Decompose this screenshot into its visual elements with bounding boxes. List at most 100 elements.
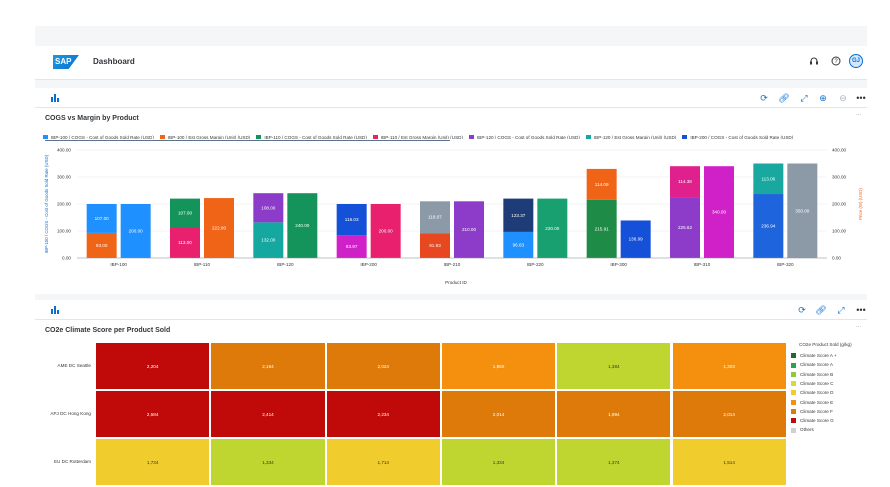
bar: [787, 163, 818, 258]
heatmap-cell[interactable]: 2,014: [671, 390, 787, 438]
zoom-in-icon[interactable]: ⊕: [819, 93, 827, 103]
legend-scrollbar[interactable]: [45, 140, 450, 141]
bar: [704, 166, 734, 258]
y-tick-label: 300.00: [57, 175, 71, 180]
heatmap-cell[interactable]: 1,994: [556, 390, 672, 438]
bar: [287, 193, 318, 258]
legend-item[interactable]: IBP-120 / COGS - Cost of Goods Sold Rate…: [469, 135, 580, 139]
heatmap-legend-item[interactable]: Others: [791, 426, 814, 433]
help-icon[interactable]: ?: [830, 56, 842, 68]
heatmap-cell[interactable]: 1,334: [210, 438, 326, 486]
heatmap-cell[interactable]: 2,164: [210, 342, 326, 390]
heatmap-cell[interactable]: 2,414: [210, 390, 326, 438]
headset-icon[interactable]: [808, 56, 820, 68]
heatmap-cell[interactable]: 2,014: [440, 390, 557, 438]
legend-label: IBP-110 / COGS - Cost of Goods Sold Rate…: [264, 135, 367, 139]
legend-item[interactable]: IBP-110 / COGS - Cost of Goods Sold Rate…: [256, 135, 367, 139]
heatmap-cell[interactable]: 1,374: [556, 438, 672, 486]
legend-swatch: [791, 390, 796, 396]
legend-label: IBP-100 / Est Gross Margin (Unit) (USD): [167, 135, 251, 139]
x-axis-label: Product ID: [445, 280, 467, 285]
fullscreen-icon[interactable]: ⤢: [800, 93, 808, 103]
data-label: 107.00: [178, 211, 192, 216]
legend-swatch: [791, 427, 796, 433]
more-icon[interactable]: •••: [856, 93, 866, 103]
legend-label: Others: [800, 427, 814, 433]
x-tick-label: IBP-300: [610, 262, 627, 267]
bar-segment: [336, 235, 367, 258]
heatmap-cell[interactable]: 1,714: [325, 438, 441, 486]
heatmap-legend-item[interactable]: Climate Score B: [791, 371, 833, 378]
data-label: 123.37: [511, 213, 525, 218]
heatmap-cell[interactable]: 1,514: [671, 438, 787, 486]
data-label: 215.91: [595, 226, 609, 231]
heatmap-legend-item[interactable]: Climate Score E: [791, 399, 833, 406]
heatmap-row-label: APJ DC Hong Kong: [50, 411, 91, 416]
heatmap-cell[interactable]: 1,303: [671, 342, 787, 390]
zoom-out-icon[interactable]: ⊖: [839, 93, 847, 103]
more-icon[interactable]: •••: [856, 305, 866, 315]
data-label: 114.09: [595, 182, 609, 187]
y2-tick-label: 100.00: [832, 229, 846, 234]
bar: [120, 204, 151, 258]
heatmap-row-label: EU DC Rotterdam: [53, 459, 91, 464]
shell-bar: SAP Dashboard ? GJ: [35, 46, 867, 80]
data-label: 113.06: [761, 176, 775, 181]
bar-segment: [253, 193, 284, 223]
heatmap-cell[interactable]: 2,584: [95, 390, 211, 438]
heatmap-legend-item[interactable]: Climate Score A +: [791, 352, 837, 359]
co2-heatmap-card: ⟳ 🔗︎ ⤢ ••• CO2e Climate Score per Produc…: [35, 300, 867, 486]
heatmap-legend-item[interactable]: Climate Score A: [791, 361, 833, 368]
bar-chart-icon[interactable]: [51, 94, 60, 102]
bar-segment: [170, 227, 200, 258]
chart-title: CO2e Climate Score per Product Sold: [45, 327, 171, 334]
refresh-icon[interactable]: ⟳: [760, 93, 768, 103]
legend-item[interactable]: IBP-100 / Est Gross Margin (Unit) (USD): [159, 135, 251, 139]
data-label: 225.62: [678, 225, 692, 230]
legend-label: Climate Score A +: [800, 353, 837, 358]
heatmap-legend-item[interactable]: Climate Score G: [791, 417, 834, 424]
bar-segment: [336, 204, 367, 236]
link-icon[interactable]: 🔗︎: [778, 93, 790, 103]
legend-swatch: [159, 135, 165, 139]
legend-item[interactable]: IBP-200 / COGS - Cost of Goods Sold Rate…: [682, 135, 793, 139]
bar-segment: [503, 231, 534, 258]
page-title: Dashboard: [93, 57, 135, 66]
cogs-bar-chart: 0.00 0.00 100.00 100.00 200.00 200.00 300.00 30…: [44, 148, 863, 286]
bar-segment: [420, 233, 450, 258]
bar-chart-icon[interactable]: [51, 306, 60, 314]
bar-segment: [670, 166, 700, 198]
heatmap-cell[interactable]: 2,024: [325, 342, 441, 390]
y2-axis-label: Price (W) (USD): [858, 188, 863, 220]
link-icon[interactable]: 🔗︎: [815, 305, 827, 315]
legend-item[interactable]: IBP-110 / Est Gross Margin (Unit) (USD): [372, 135, 463, 139]
x-tick-label: IBP-220: [527, 262, 544, 267]
data-label: 114.38: [678, 179, 692, 184]
fullscreen-icon[interactable]: ⤢: [837, 305, 845, 315]
legend-item[interactable]: IBP-100 / COGS - Cost of Goods Sold Rate…: [43, 135, 154, 139]
heatmap-cell[interactable]: 1,734: [95, 438, 211, 486]
x-tick-label: IBP-210: [444, 262, 461, 267]
refresh-icon[interactable]: ⟳: [798, 305, 806, 315]
legend-item[interactable]: IBP-120 / Est Gross Margin (Unit) (USD): [585, 135, 676, 139]
avatar[interactable]: GJ: [849, 54, 863, 68]
heatmap-legend-item[interactable]: Climate Score D: [791, 389, 833, 396]
legend-swatch: [791, 381, 796, 387]
legend-label: IBP-100 / COGS - Cost of Goods Sold Rate…: [51, 135, 154, 139]
heatmap-cell[interactable]: 1,384: [556, 342, 672, 390]
more-button[interactable]: ···: [856, 112, 861, 118]
heatmap-cell[interactable]: 1,334: [440, 438, 557, 486]
cogs-margin-card: ⟳ 🔗︎ ⤢ ⊕ ⊖ ••• COGS vs Margin by Product…: [35, 88, 867, 294]
more-button[interactable]: ···: [856, 324, 861, 330]
heatmap-cell[interactable]: 1,960: [440, 342, 557, 390]
heatmap-legend-item[interactable]: Climate Score C: [791, 380, 833, 387]
data-label: 113.00: [178, 240, 192, 245]
heatmap-legend-item[interactable]: Climate Score F: [791, 408, 833, 415]
sap-logo[interactable]: SAP: [53, 55, 79, 69]
heatmap-cell[interactable]: 2,234: [325, 390, 441, 438]
heatmap-cell[interactable]: 2,204: [95, 342, 211, 390]
legend-label: Climate Score G: [800, 418, 834, 424]
x-tick-label: IBP-120: [277, 262, 294, 267]
legend-label: IBP-120 / COGS - Cost of Goods Sold Rate…: [477, 135, 580, 139]
heatmap-legend-title: CO2e Product Sold (g/kg): [799, 342, 852, 347]
